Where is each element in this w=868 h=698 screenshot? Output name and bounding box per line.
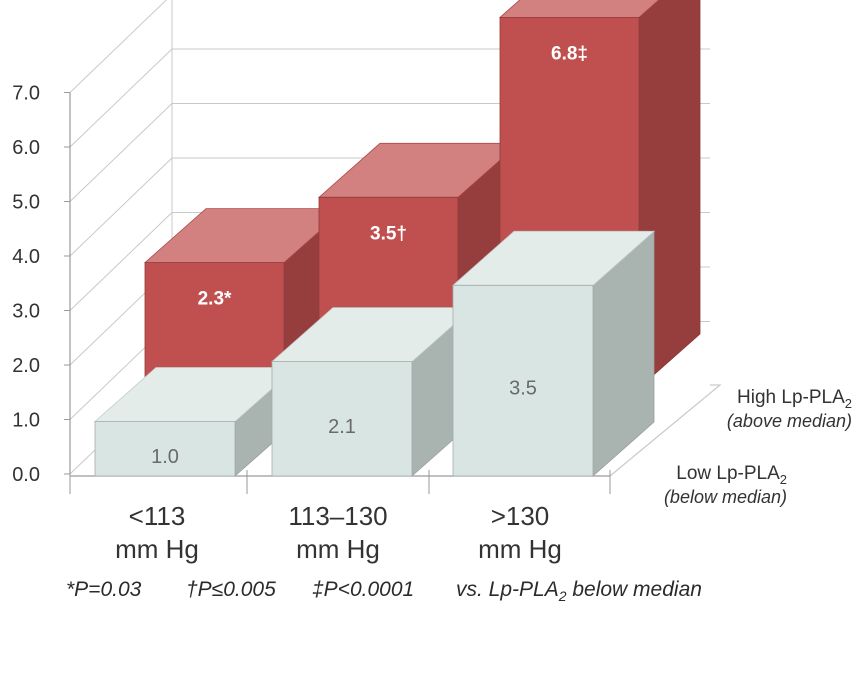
low-bar-data-label: 1.0 — [151, 446, 179, 468]
high-bar-data-label: 2.3* — [198, 289, 232, 310]
grid-diagonal — [69, 0, 167, 93]
grid-diagonal — [69, 48, 173, 148]
low-bar-data-label: 3.5 — [509, 378, 537, 400]
category-label: <113 — [129, 501, 186, 531]
high-bar-data-label: 3.5† — [370, 223, 407, 244]
low-bar-data-label: 2.1 — [328, 416, 356, 438]
y-tick-label: 6.0 — [12, 137, 40, 159]
grid-diagonal — [69, 212, 173, 311]
label-layer: 2.3* 3.5† 6.8‡ 1.0 2.1 3.5 High Lp-PLA2(above … — [151, 43, 852, 507]
footnote-p-dagger: †P≤0.005 — [186, 578, 276, 601]
low-series-label-subscript: 2 — [780, 472, 787, 487]
y-tick-label: 2.0 — [12, 355, 40, 377]
low-series-label: Low Lp-PLA2 — [676, 463, 787, 487]
low-bar — [271, 361, 413, 477]
category-unit-label: mm Hg — [478, 534, 562, 564]
footnote-p-star: *P=0.03 — [66, 578, 142, 601]
y-tick-label: 4.0 — [12, 246, 40, 268]
footnote-comparison-pre: vs. Lp-PLA — [456, 578, 559, 601]
y-tick-label: 3.0 — [12, 301, 40, 323]
footnote-comparison: vs. Lp-PLA2 below median — [456, 578, 702, 604]
category-label: >130 — [491, 501, 550, 531]
y-tick-label: 7.0 — [12, 83, 40, 105]
y-tick-label: 1.0 — [12, 410, 40, 432]
low-bar — [94, 421, 236, 477]
floor-edge — [609, 384, 722, 477]
low-series-label-qualifier: (below median) — [664, 487, 787, 507]
grid-diagonal — [69, 103, 173, 202]
high-series-label-subscript: 2 — [845, 396, 852, 411]
grid-diagonal — [69, 157, 173, 257]
footnote-comparison-post: below median — [566, 578, 702, 601]
bar-layer — [93, 0, 701, 477]
high-bar-data-label: 6.8‡ — [551, 43, 588, 64]
category-unit-label: mm Hg — [115, 534, 199, 564]
footnote-row: *P=0.03 †P≤0.005 ‡P<0.0001 vs. Lp-PLA2 b… — [0, 578, 868, 698]
category-unit-label: mm Hg — [296, 534, 380, 564]
footnote-p-double-dagger: ‡P<0.0001 — [312, 578, 415, 601]
category-label: 113–130 — [288, 501, 387, 531]
high-series-label-qualifier: (above median) — [727, 411, 852, 431]
high-series-label: High Lp-PLA2 — [737, 387, 852, 411]
low-bar — [452, 284, 594, 477]
footnote-comparison-sub: 2 — [558, 588, 567, 605]
y-tick-label: 5.0 — [12, 192, 40, 214]
y-tick-label: 0.0 — [12, 464, 40, 486]
